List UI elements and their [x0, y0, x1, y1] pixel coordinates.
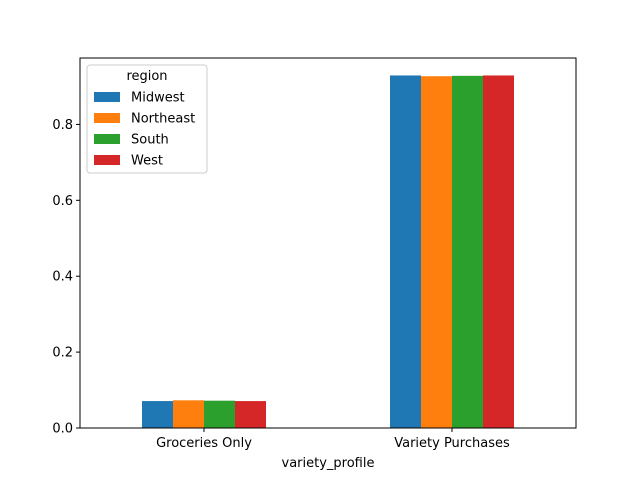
bars-group — [142, 75, 514, 429]
legend-label-northeast: Northeast — [131, 112, 195, 127]
y-tick-label: 0.6 — [52, 194, 73, 209]
y-tick-label: 0.2 — [52, 346, 73, 361]
legend-swatch-west — [94, 155, 120, 165]
bar-northeast-2 — [421, 76, 452, 428]
bar-midwest-1 — [142, 401, 173, 428]
plot-frame — [79, 57, 577, 429]
legend-swatch-northeast — [94, 113, 120, 123]
legend-swatch-south — [94, 134, 120, 144]
bar-south-1 — [204, 400, 235, 428]
y-tick-label: 0.4 — [52, 270, 73, 285]
legend-label-midwest: Midwest — [131, 91, 185, 106]
x-axis-label: variety_profile — [282, 456, 375, 471]
legend-label-west: West — [131, 154, 163, 169]
x-tick-label: Groceries Only — [156, 436, 252, 451]
bar-west-2 — [483, 75, 514, 429]
bar-south-2 — [452, 75, 483, 428]
legend-label-south: South — [131, 133, 169, 148]
bar-northeast-1 — [173, 400, 204, 428]
legend: region Midwest Northeast South West — [86, 64, 208, 174]
x-tick-label: Variety Purchases — [394, 436, 510, 451]
bar-midwest-2 — [390, 75, 421, 429]
x-axis: Groceries Only Variety Purchases — [156, 428, 510, 451]
legend-swatch-midwest — [94, 92, 120, 102]
y-tick-label: 0.8 — [52, 118, 73, 133]
legend-title: region — [126, 69, 167, 84]
bar-west-1 — [235, 401, 266, 428]
y-axis: 0.0 0.2 0.4 0.6 0.8 — [52, 118, 80, 437]
y-tick-label: 0.0 — [52, 422, 73, 437]
